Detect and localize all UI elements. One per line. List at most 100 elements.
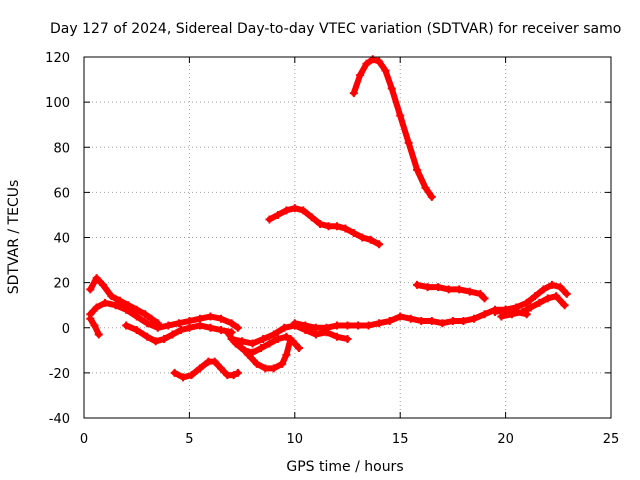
y-tick-label: 20 bbox=[53, 277, 70, 292]
data-point bbox=[217, 314, 226, 323]
data-point bbox=[354, 321, 363, 330]
chart-title: Day 127 of 2024, Sidereal Day-to-day VTE… bbox=[50, 21, 621, 37]
data-point bbox=[507, 310, 516, 319]
data-point bbox=[273, 210, 282, 219]
data-point bbox=[381, 66, 390, 75]
data-point bbox=[153, 323, 162, 332]
series-line-arc-4 bbox=[87, 275, 161, 327]
data-point bbox=[143, 332, 152, 341]
data-point bbox=[217, 364, 226, 373]
data-point bbox=[332, 332, 341, 341]
data-point bbox=[143, 319, 152, 328]
data-point bbox=[358, 233, 367, 242]
data-point bbox=[531, 292, 540, 301]
data-point bbox=[448, 316, 457, 325]
data-point bbox=[147, 314, 156, 323]
x-tick-label: 15 bbox=[392, 432, 409, 447]
data-point bbox=[151, 337, 160, 346]
data-point bbox=[174, 319, 183, 328]
data-point bbox=[252, 359, 261, 368]
data-point bbox=[278, 359, 287, 368]
data-point bbox=[434, 283, 443, 292]
data-point bbox=[356, 71, 365, 80]
y-tick-label: -20 bbox=[49, 367, 70, 382]
y-tick-label: 40 bbox=[53, 232, 70, 247]
data-point bbox=[257, 344, 266, 353]
x-tick-label: 25 bbox=[603, 432, 620, 447]
data-point bbox=[375, 240, 384, 249]
y-tick-label: 100 bbox=[45, 96, 70, 111]
x-axis-label: GPS time / hours bbox=[286, 459, 403, 475]
data-point bbox=[94, 330, 103, 339]
data-point bbox=[364, 321, 373, 330]
data-point bbox=[366, 235, 375, 244]
data-point bbox=[423, 283, 432, 292]
data-point bbox=[455, 285, 464, 294]
series-line-arc-5 bbox=[87, 299, 241, 331]
data-point bbox=[343, 335, 352, 344]
data-point bbox=[543, 294, 552, 303]
data-point bbox=[522, 298, 531, 307]
data-point bbox=[269, 330, 278, 339]
data-point bbox=[229, 371, 238, 380]
data-point bbox=[111, 301, 120, 310]
data-point bbox=[160, 335, 169, 344]
data-point bbox=[132, 326, 141, 335]
data-point bbox=[227, 319, 236, 328]
data-point bbox=[299, 206, 308, 215]
data-point bbox=[195, 364, 204, 373]
data-point bbox=[413, 280, 422, 289]
data-point bbox=[290, 204, 299, 213]
data-point bbox=[459, 316, 468, 325]
data-point bbox=[265, 215, 274, 224]
data-point bbox=[375, 57, 384, 66]
data-point bbox=[86, 285, 95, 294]
data-point bbox=[476, 289, 485, 298]
data-point bbox=[387, 84, 396, 93]
data-point bbox=[176, 326, 185, 335]
data-point bbox=[132, 305, 141, 314]
data-point bbox=[195, 314, 204, 323]
data-point bbox=[560, 301, 569, 310]
data-point bbox=[413, 165, 422, 174]
data-point bbox=[301, 321, 310, 330]
data-point bbox=[501, 305, 510, 314]
data-point bbox=[179, 373, 188, 382]
data-point bbox=[427, 192, 436, 201]
data-point bbox=[526, 303, 535, 312]
data-point bbox=[248, 339, 257, 348]
data-point bbox=[535, 298, 544, 307]
data-point bbox=[512, 303, 521, 312]
data-point bbox=[265, 339, 274, 348]
data-point bbox=[539, 285, 548, 294]
data-point bbox=[497, 312, 506, 321]
y-tick-label: 120 bbox=[45, 51, 70, 66]
data-point bbox=[396, 312, 405, 321]
y-axis-label: SDTVAR / TECUs bbox=[6, 180, 22, 295]
data-point bbox=[547, 280, 556, 289]
data-point bbox=[238, 344, 247, 353]
data-point bbox=[206, 312, 215, 321]
grid bbox=[84, 57, 611, 418]
data-point bbox=[556, 283, 565, 292]
series-layer bbox=[86, 55, 571, 382]
data-point bbox=[233, 323, 242, 332]
data-point bbox=[385, 316, 394, 325]
data-point bbox=[465, 287, 474, 296]
data-point bbox=[375, 319, 384, 328]
data-point bbox=[185, 323, 194, 332]
y-tick-label: 80 bbox=[53, 141, 70, 156]
data-point bbox=[396, 111, 405, 120]
data-point bbox=[332, 222, 341, 231]
data-point bbox=[311, 330, 320, 339]
ticks: 0 5 10 15 20 25 -40 -20 0 20 40 60 80 100 120 bbox=[45, 51, 619, 447]
data-point bbox=[307, 213, 316, 222]
data-point bbox=[238, 337, 247, 346]
data-point bbox=[269, 364, 278, 373]
y-tick-label: 0 bbox=[62, 322, 70, 337]
data-point bbox=[122, 305, 131, 314]
data-point bbox=[170, 368, 179, 377]
data-point bbox=[164, 321, 173, 330]
data-point bbox=[115, 296, 124, 305]
data-point bbox=[282, 206, 291, 215]
